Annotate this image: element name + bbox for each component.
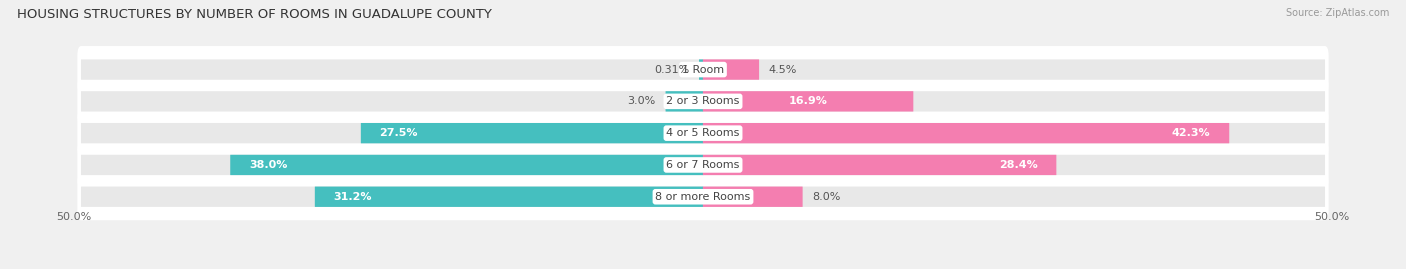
FancyBboxPatch shape — [77, 110, 1329, 157]
FancyBboxPatch shape — [703, 155, 1324, 175]
Text: 8 or more Rooms: 8 or more Rooms — [655, 192, 751, 202]
Text: 38.0%: 38.0% — [249, 160, 287, 170]
FancyBboxPatch shape — [703, 155, 1056, 175]
Text: 16.9%: 16.9% — [789, 96, 828, 106]
Text: 0.31%: 0.31% — [654, 65, 689, 75]
FancyBboxPatch shape — [703, 91, 914, 112]
Text: 2 or 3 Rooms: 2 or 3 Rooms — [666, 96, 740, 106]
FancyBboxPatch shape — [231, 155, 703, 175]
FancyBboxPatch shape — [703, 59, 759, 80]
Text: 4 or 5 Rooms: 4 or 5 Rooms — [666, 128, 740, 138]
Text: 8.0%: 8.0% — [813, 192, 841, 202]
FancyBboxPatch shape — [315, 187, 703, 207]
FancyBboxPatch shape — [703, 123, 1229, 143]
FancyBboxPatch shape — [665, 91, 703, 112]
Text: 28.4%: 28.4% — [998, 160, 1038, 170]
Text: 42.3%: 42.3% — [1171, 128, 1211, 138]
FancyBboxPatch shape — [77, 78, 1329, 125]
FancyBboxPatch shape — [703, 123, 1324, 143]
FancyBboxPatch shape — [82, 91, 703, 112]
Text: 27.5%: 27.5% — [380, 128, 418, 138]
FancyBboxPatch shape — [77, 46, 1329, 93]
FancyBboxPatch shape — [82, 187, 703, 207]
FancyBboxPatch shape — [703, 91, 1324, 112]
Text: 1 Room: 1 Room — [682, 65, 724, 75]
FancyBboxPatch shape — [361, 123, 703, 143]
Text: 50.0%: 50.0% — [1315, 213, 1350, 222]
Text: Source: ZipAtlas.com: Source: ZipAtlas.com — [1285, 8, 1389, 18]
FancyBboxPatch shape — [703, 187, 803, 207]
FancyBboxPatch shape — [703, 187, 1324, 207]
FancyBboxPatch shape — [82, 59, 703, 80]
Text: HOUSING STRUCTURES BY NUMBER OF ROOMS IN GUADALUPE COUNTY: HOUSING STRUCTURES BY NUMBER OF ROOMS IN… — [17, 8, 492, 21]
Text: 50.0%: 50.0% — [56, 213, 91, 222]
FancyBboxPatch shape — [77, 173, 1329, 220]
Text: 6 or 7 Rooms: 6 or 7 Rooms — [666, 160, 740, 170]
FancyBboxPatch shape — [699, 59, 703, 80]
FancyBboxPatch shape — [77, 141, 1329, 189]
Text: 3.0%: 3.0% — [627, 96, 655, 106]
FancyBboxPatch shape — [703, 59, 1324, 80]
Text: 31.2%: 31.2% — [333, 192, 373, 202]
FancyBboxPatch shape — [82, 155, 703, 175]
FancyBboxPatch shape — [82, 123, 703, 143]
Text: 4.5%: 4.5% — [769, 65, 797, 75]
